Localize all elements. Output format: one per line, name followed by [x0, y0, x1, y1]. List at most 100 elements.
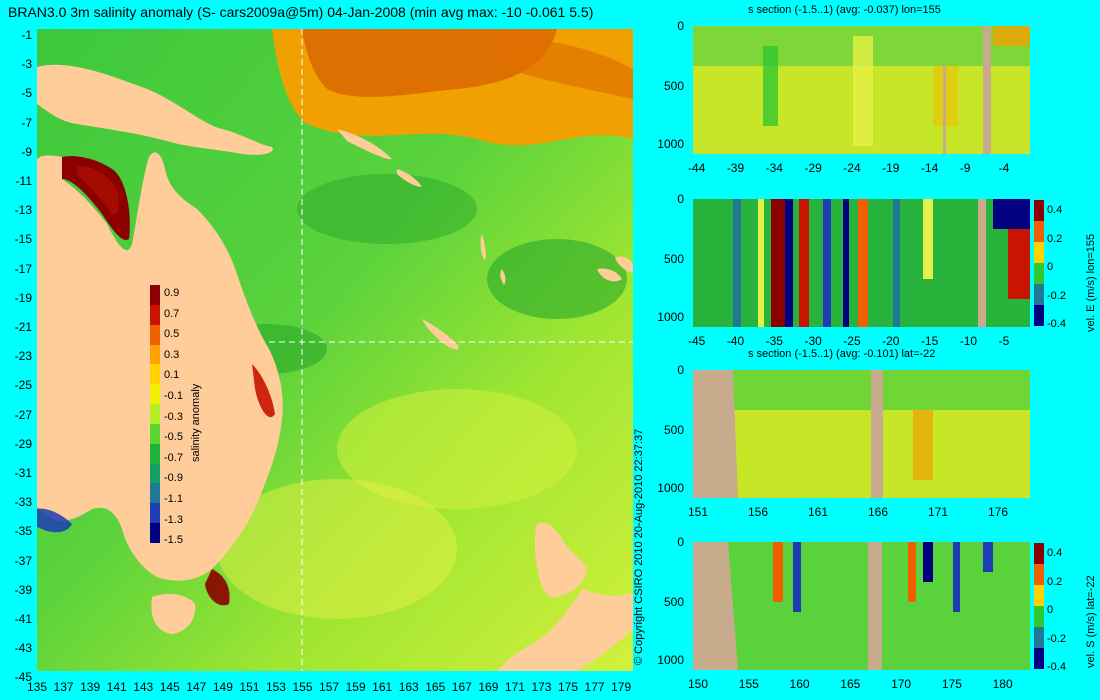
- map-y-tick: -41: [14, 612, 32, 626]
- map-x-tick: 163: [398, 680, 419, 694]
- map-colorbar-tick: -0.9: [164, 472, 183, 485]
- map-x-tick: 157: [319, 680, 340, 694]
- map-y-tick: -17: [14, 261, 32, 276]
- map-y-tick: -23: [14, 349, 32, 364]
- panel-y-tick: 0: [677, 535, 684, 549]
- gulf-carpentaria: [62, 156, 130, 240]
- panel-colorbar-tick: -0.2: [1047, 632, 1066, 645]
- panel-x-tick: -35: [765, 334, 783, 348]
- panel-2-land-block: [978, 199, 986, 327]
- panel-x-tick: 155: [738, 677, 759, 691]
- map-x-tick: 135: [27, 680, 48, 694]
- map-x-tick: 159: [345, 680, 366, 694]
- map-x-tick: 141: [106, 680, 127, 694]
- map-x-tick: 145: [159, 680, 180, 694]
- panel-x-tick: 170: [891, 677, 912, 691]
- map-x-tick: 165: [425, 680, 446, 694]
- map-x-tick: 147: [186, 680, 207, 694]
- map-x-tick: 167: [451, 680, 472, 694]
- map-y-tick: -7: [21, 115, 32, 130]
- colorbar-swatch: [150, 423, 160, 444]
- map-x-tick: 137: [53, 680, 74, 694]
- colorbar-swatch: [1034, 263, 1044, 284]
- map-colorbar-tick: 0.9: [164, 287, 180, 299]
- panel-y-tick: 500: [663, 252, 684, 266]
- panel-x-tick: -10: [959, 334, 978, 348]
- panel-x-tick: -40: [726, 334, 745, 348]
- colorbar-swatch: [150, 503, 160, 524]
- map-y-tick: -37: [14, 553, 32, 568]
- map-x-tick: 169: [478, 680, 499, 694]
- panel-x-tick: -15: [920, 334, 939, 348]
- new-guinea-landmass: [37, 64, 273, 155]
- map-colorbar-tick: 0.7: [164, 307, 180, 320]
- panel-x-tick: -34: [765, 161, 783, 175]
- panel-x-tick: -44: [688, 161, 706, 175]
- panel-colorbar-tick: 0.4: [1047, 204, 1063, 216]
- map-y-tick: -9: [21, 144, 32, 159]
- panel-colorbar-tick: 0: [1047, 261, 1054, 273]
- colorbar-swatch: [150, 404, 160, 424]
- map-x-tick: 139: [80, 680, 101, 694]
- map-x-tick: 171: [504, 680, 525, 694]
- new-zealand-north-island: [534, 522, 587, 598]
- panel-x-tick: 151: [688, 505, 709, 519]
- panel-x-tick: -9: [959, 161, 971, 175]
- colorbar-swatch: [1034, 305, 1044, 326]
- map-y-tick: -27: [14, 407, 32, 422]
- panel-colorbar-tick: 0.2: [1047, 575, 1063, 588]
- map-colorbar-label: salinity anomaly: [190, 383, 202, 462]
- map-y-tick: -3: [21, 57, 32, 72]
- panel-y-tick: 0: [677, 363, 684, 377]
- panel-x-tick: -45: [688, 334, 706, 348]
- map-y-tick: -13: [14, 203, 32, 218]
- map-x-tick: 143: [133, 680, 154, 694]
- colorbar-swatch: [1034, 585, 1044, 606]
- panel-x-tick: 166: [868, 505, 889, 519]
- panel-2-colorbar: [1034, 200, 1044, 326]
- map-x-tick: 149: [212, 680, 233, 694]
- salinity-map: [37, 29, 633, 671]
- panel-2-velocity-plot: [693, 199, 1030, 327]
- panel-x-tick: 160: [789, 677, 810, 691]
- panel-x-tick: 161: [808, 505, 829, 519]
- panel-y-tick: 500: [663, 423, 684, 437]
- colorbar-swatch: [150, 324, 160, 345]
- panel-x-tick: -14: [920, 161, 939, 175]
- map-y-tick: -1: [21, 28, 32, 42]
- panel-3-title: s section (-1.5..1) (avg: -0.101) lat=-2…: [748, 348, 936, 360]
- map-x-tick: 179: [611, 680, 632, 694]
- colorbar-swatch: [1034, 564, 1044, 585]
- map-y-tick: -43: [14, 641, 32, 656]
- map-colorbar-tick: -0.7: [164, 451, 183, 464]
- panel-x-tick: 175: [941, 677, 962, 691]
- panel-y-tick: 500: [663, 79, 684, 93]
- map-x-tick: 153: [265, 680, 286, 694]
- panel-y-tick: 1000: [657, 481, 684, 495]
- map-y-tick: -31: [14, 466, 32, 480]
- map-colorbar-tick: -1.3: [164, 513, 183, 526]
- panel-y-tick: 0: [677, 19, 684, 33]
- map-colorbar-tick: 0.1: [164, 369, 180, 382]
- panel-x-tick: 156: [748, 505, 769, 519]
- map-colorbar-tick: -1.5: [164, 534, 183, 547]
- map-y-tick: -45: [14, 670, 32, 685]
- map-y-tick: -19: [14, 290, 32, 305]
- panel-4-land-block: [693, 542, 738, 670]
- map-x-tick: 173: [531, 680, 552, 694]
- map-colorbar-tick: -0.3: [164, 410, 183, 423]
- panel-colorbar-tick: 0: [1047, 604, 1054, 616]
- map-y-tick: -5: [21, 86, 32, 101]
- colorbar-swatch: [150, 364, 160, 385]
- colorbar-swatch: [1034, 284, 1044, 305]
- panel-x-tick: -30: [804, 334, 822, 348]
- map-y-tick: -25: [14, 378, 32, 393]
- panel-x-tick: 180: [992, 677, 1013, 691]
- map-x-tick: 161: [372, 680, 393, 694]
- colorbar-swatch: [1034, 221, 1044, 242]
- map-y-tick: -15: [14, 232, 32, 247]
- panel-y-tick: 0: [677, 192, 684, 206]
- colorbar-swatch: [150, 384, 160, 405]
- panel-x-tick: 150: [688, 677, 709, 691]
- panel-x-tick: -25: [843, 334, 861, 348]
